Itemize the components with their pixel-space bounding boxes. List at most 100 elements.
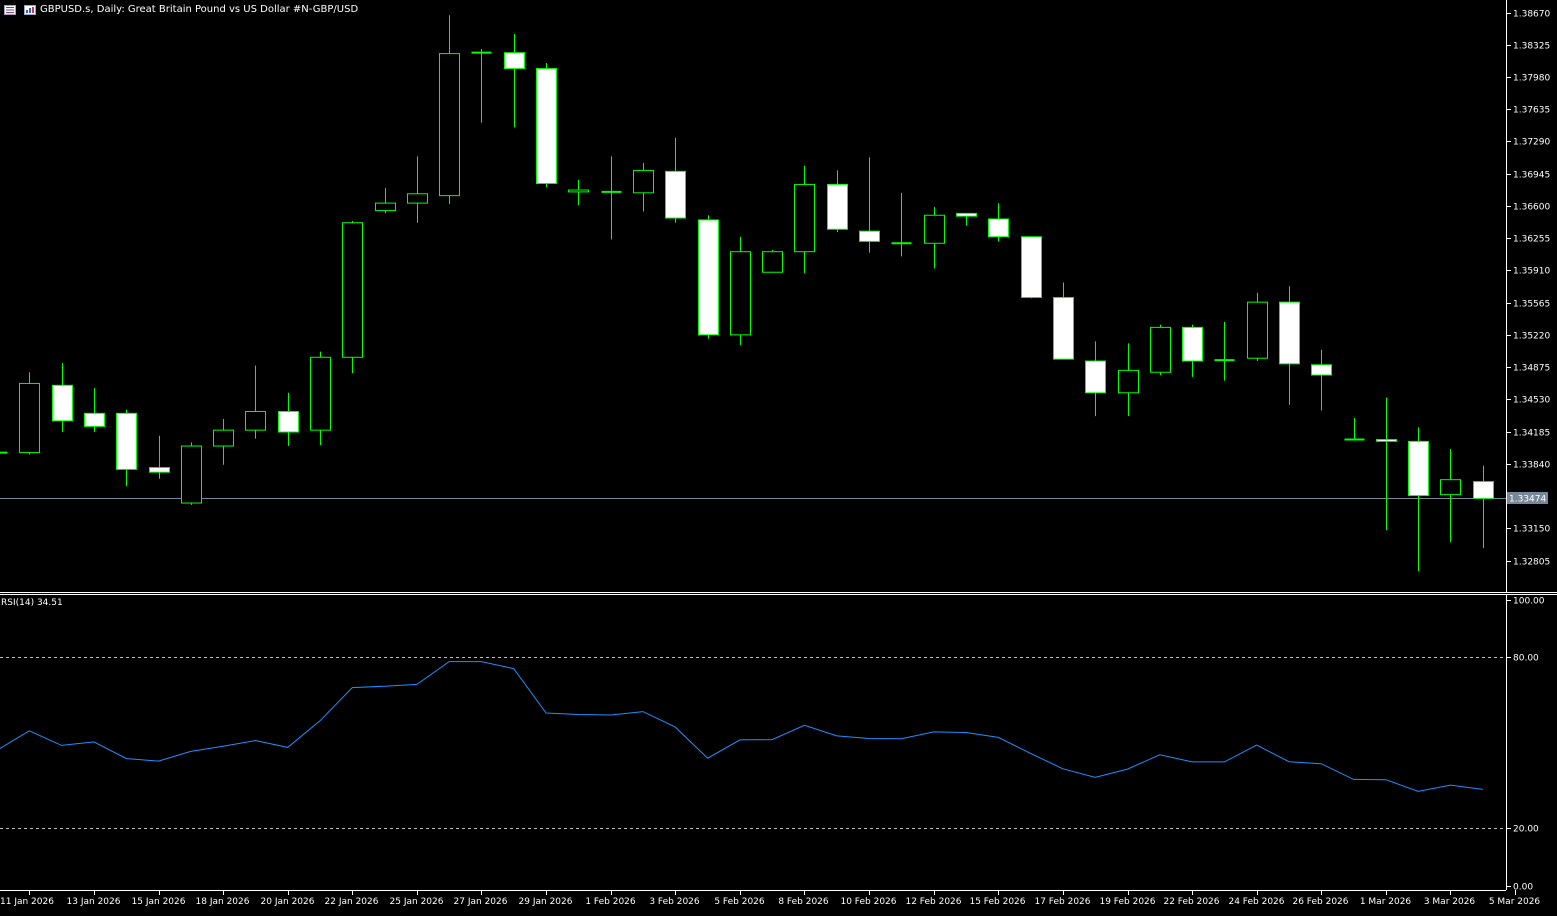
price-tick-label: 1.32805	[1513, 558, 1550, 568]
candle-body	[213, 429, 234, 447]
price-tick-label: 1.37980	[1513, 74, 1550, 84]
candle-body	[245, 410, 266, 431]
rsi-line	[0, 661, 1483, 792]
candle	[762, 249, 783, 273]
candle-body	[536, 68, 557, 184]
candle-body	[1279, 301, 1300, 365]
candle	[213, 418, 234, 465]
candle-body	[762, 251, 783, 273]
rsi-tick-label: 0.00	[1513, 883, 1533, 893]
time-tick-label: 8 Feb 2026	[778, 897, 829, 907]
candle	[1344, 418, 1365, 441]
candle	[924, 206, 945, 269]
candle	[1150, 324, 1171, 376]
candle-body	[504, 52, 525, 70]
candle-body	[181, 445, 202, 504]
candle-body	[116, 412, 137, 470]
candle	[859, 157, 880, 253]
candle-body	[278, 410, 299, 433]
candle-body	[1473, 481, 1494, 499]
price-tick-label: 1.36945	[1513, 171, 1550, 181]
candle	[665, 137, 686, 223]
time-tick-label: 20 Jan 2026	[261, 897, 315, 907]
candle	[1440, 448, 1461, 543]
time-tick-label: 1 Feb 2026	[585, 897, 636, 907]
time-tick-label: 3 Feb 2026	[649, 897, 700, 907]
candle	[407, 156, 428, 223]
rsi-axis[interactable]: 100.00 80.00 20.00 0.00	[1506, 597, 1545, 893]
candle	[1021, 236, 1042, 299]
rsi-tick-label: 80.00	[1513, 654, 1539, 664]
time-tick-label: 11 Jan 2026	[0, 897, 54, 907]
candle	[730, 236, 751, 346]
rsi-series-path	[0, 661, 1483, 792]
current-price-tag-label: 1.33474	[1509, 495, 1546, 505]
price-tick-label: 1.34875	[1513, 364, 1550, 374]
candle	[536, 62, 557, 188]
time-tick-label: 1 Mar 2026	[1360, 897, 1412, 907]
time-tick-label: 5 Mar 2026	[1489, 897, 1541, 907]
candle-body	[1150, 326, 1171, 373]
price-tick-label: 1.38670	[1513, 10, 1550, 20]
time-tick-label: 3 Mar 2026	[1424, 897, 1476, 907]
candle	[601, 156, 622, 240]
candle-body	[1247, 301, 1268, 359]
time-tick-label: 15 Jan 2026	[132, 897, 186, 907]
candle	[1085, 341, 1106, 417]
price-tick-label: 1.35220	[1513, 332, 1550, 342]
candle-body	[375, 202, 396, 212]
time-tick-label: 15 Feb 2026	[969, 897, 1025, 907]
candle	[827, 170, 848, 233]
price-tick-label: 1.34185	[1513, 429, 1550, 439]
time-tick-label: 29 Jan 2026	[519, 897, 573, 907]
time-tick-label: 19 Feb 2026	[1099, 897, 1155, 907]
candle	[698, 215, 719, 339]
candle-body	[730, 251, 751, 336]
price-tick-label: 1.35910	[1513, 267, 1550, 277]
candle	[19, 372, 40, 455]
candle	[310, 351, 331, 446]
time-axis[interactable]: 11 Jan 2026 13 Jan 2026 15 Jan 2026 18 Jan …	[0, 890, 1540, 907]
time-tick-label: 17 Feb 2026	[1034, 897, 1090, 907]
candle	[245, 365, 266, 439]
rsi-tick-label: 100.00	[1513, 597, 1545, 607]
time-tick-label: 18 Jan 2026	[196, 897, 250, 907]
candle	[988, 203, 1009, 242]
time-tick-label: 22 Jan 2026	[325, 897, 379, 907]
candle-body	[149, 467, 170, 473]
candle-body	[1440, 479, 1461, 496]
candle-body	[956, 212, 977, 217]
candle-body	[439, 53, 460, 197]
candle	[1247, 292, 1268, 362]
candle-body	[698, 219, 719, 336]
time-tick-label: 10 Feb 2026	[840, 897, 896, 907]
candle-body	[1408, 440, 1429, 497]
price-tick-label: 1.34530	[1513, 396, 1550, 406]
time-tick-label: 27 Jan 2026	[454, 897, 508, 907]
time-tick-label: 22 Feb 2026	[1163, 897, 1219, 907]
candles[interactable]	[0, 15, 1494, 572]
candle	[1053, 282, 1074, 360]
candle-body	[665, 170, 686, 219]
chart-window-icon[interactable]	[24, 5, 36, 15]
candle-body	[859, 230, 880, 242]
price-axis[interactable]: 1.38670 1.38325 1.37980 1.37635 1.37290 1.369…	[1506, 10, 1550, 568]
candle	[439, 15, 460, 205]
candle	[342, 220, 363, 374]
candle	[1376, 397, 1397, 531]
candle	[633, 162, 654, 212]
candle-body	[988, 218, 1009, 238]
candle	[1311, 349, 1332, 411]
candle-body	[1376, 439, 1397, 442]
candle-body	[1311, 364, 1332, 376]
candle	[149, 435, 170, 479]
price-tick-label: 1.37635	[1513, 106, 1550, 116]
price-tick-label: 1.36255	[1513, 235, 1550, 245]
chart-list-icon[interactable]	[4, 5, 16, 15]
chart-title: GBPUSD.s, Daily: Great Britain Pound vs …	[40, 4, 359, 15]
candle	[181, 442, 202, 505]
candle	[1118, 343, 1139, 417]
